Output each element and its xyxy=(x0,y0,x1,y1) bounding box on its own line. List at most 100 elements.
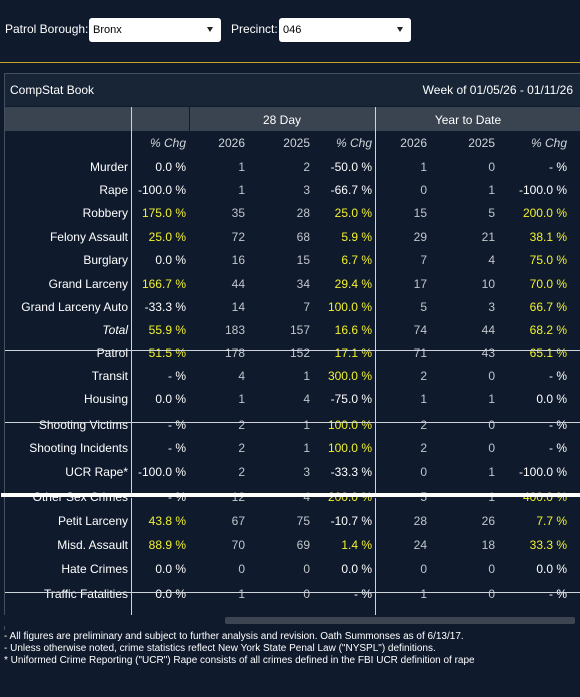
ytd-2025: 3 xyxy=(488,300,495,314)
value-2025: 0 xyxy=(303,562,310,576)
table-row: Grand Larceny Auto -33.3 % 14 7 100.0 % 5 3 66.… xyxy=(5,296,580,319)
value-2025: 0 xyxy=(303,587,310,601)
pct-chg-28-day: -66.7 % xyxy=(330,183,372,197)
pct-chg-28-day-prior: 166.7 % xyxy=(141,277,186,291)
ytd-2026: 71 xyxy=(413,346,427,360)
table-row: Robbery 175.0 % 35 28 25.0 % 15 5 200.0 % xyxy=(5,202,580,225)
group-year-to-date: Year to Date xyxy=(434,113,502,127)
pct-chg-28-day: -50.0 % xyxy=(330,160,372,174)
table-row: UCR Rape* -100.0 % 2 3 -33.3 % 0 1 -100.0 % xyxy=(5,461,580,484)
pct-chg-28-day-prior: 55.9 % xyxy=(148,323,186,337)
value-2026: 35 xyxy=(231,206,245,220)
ytd-2025: 5 xyxy=(488,206,495,220)
ytd-2025: 1 xyxy=(488,183,495,197)
pct-chg-28-day: -75.0 % xyxy=(330,392,372,406)
pct-chg-ytd: 33.3 % xyxy=(529,538,567,552)
table-row: Grand Larceny 166.7 % 44 34 29.4 % 17 10 70.0 % xyxy=(5,273,580,296)
section-divider xyxy=(1,493,580,497)
patrol-borough-select[interactable]: Bronx xyxy=(89,18,221,42)
value-2026: 2 xyxy=(238,465,245,479)
pct-chg-28-day-prior: -100.0 % xyxy=(137,183,186,197)
group-divider xyxy=(189,107,190,131)
row-label: Transit xyxy=(91,369,128,383)
value-2026: 183 xyxy=(224,323,245,337)
value-2026: 1 xyxy=(238,160,245,174)
pct-chg-ytd: 7.7 % xyxy=(536,514,567,528)
ytd-2025: 1 xyxy=(488,490,495,504)
row-label: Shooting Incidents xyxy=(29,441,128,455)
col-header-pct-chg: % Chg xyxy=(530,136,567,150)
footnotes: - All figures are preliminary and subjec… xyxy=(4,631,580,667)
pct-chg-28-day-prior: - % xyxy=(168,369,186,383)
column-group-header: 28 Day Year to Date xyxy=(5,107,580,131)
value-2025: 34 xyxy=(296,277,310,291)
column-divider xyxy=(375,498,376,615)
patrol-borough-label: Patrol Borough: xyxy=(5,22,89,36)
value-2026: 16 xyxy=(231,253,245,267)
pct-chg-28-day-prior: 88.9 % xyxy=(148,538,186,552)
ytd-2026: 1 xyxy=(420,392,427,406)
ytd-2025: 43 xyxy=(481,346,495,360)
ytd-2026: 5 xyxy=(420,300,427,314)
ytd-2025: 18 xyxy=(481,538,495,552)
ytd-2026: 1 xyxy=(420,587,427,601)
pct-chg-ytd: - % xyxy=(549,441,567,455)
chevron-down-icon xyxy=(397,27,403,32)
table-row: Misd. Assault 88.9 % 70 69 1.4 % 24 18 33.3 % xyxy=(5,534,580,557)
pct-chg-28-day-prior: 0.0 % xyxy=(155,587,186,601)
pct-chg-ytd: - % xyxy=(549,160,567,174)
ytd-2025: 0 xyxy=(488,160,495,174)
ytd-2026: 2 xyxy=(420,369,427,383)
value-2026: 4 xyxy=(238,369,245,383)
value-2026: 1 xyxy=(238,587,245,601)
value-2025: 7 xyxy=(303,300,310,314)
precinct-label: Precinct: xyxy=(231,22,278,36)
table-row: Patrol 51.5 % 178 152 17.1 % 71 43 65.1 % xyxy=(5,342,580,365)
chevron-down-icon xyxy=(207,27,213,32)
value-2025: 68 xyxy=(296,230,310,244)
pct-chg-28-day: -33.3 % xyxy=(330,465,372,479)
row-label: Shooting Victims xyxy=(38,418,128,432)
pct-chg-28-day: 0.0 % xyxy=(341,562,372,576)
col-header-2026: 2026 xyxy=(218,136,245,150)
column-divider xyxy=(375,107,376,494)
pct-chg-28-day: 1.4 % xyxy=(341,538,372,552)
table-row: Housing 0.0 % 1 4 -75.0 % 1 1 0.0 % xyxy=(5,388,580,411)
row-label: Grand Larceny Auto xyxy=(21,300,128,314)
row-label: Patrol xyxy=(96,346,128,360)
pct-chg-ytd: 75.0 % xyxy=(529,253,567,267)
row-label: Murder xyxy=(89,160,128,174)
section-divider xyxy=(5,592,580,593)
table-row: Total 55.9 % 183 157 16.6 % 74 44 68.2 % xyxy=(5,319,580,342)
ytd-2025: 21 xyxy=(481,230,495,244)
ytd-2026: 17 xyxy=(413,277,427,291)
row-label: Burglary xyxy=(83,253,128,267)
section-divider xyxy=(5,350,580,351)
value-2026: 2 xyxy=(238,418,245,432)
ytd-2026: 0 xyxy=(420,183,427,197)
ytd-2025: 44 xyxy=(481,323,495,337)
value-2025: 152 xyxy=(289,346,310,360)
pct-chg-28-day: 16.6 % xyxy=(334,323,372,337)
scrollbar-thumb[interactable] xyxy=(225,617,575,624)
row-label: Hate Crimes xyxy=(61,562,128,576)
pct-chg-ytd: - % xyxy=(549,369,567,383)
pct-chg-ytd: - % xyxy=(549,587,567,601)
horizontal-scrollbar[interactable] xyxy=(0,615,580,626)
panel-title: CompStat Book xyxy=(10,83,95,97)
ytd-2026: 7 xyxy=(420,253,427,267)
precinct-select[interactable]: 046 xyxy=(279,18,411,42)
value-2025: 69 xyxy=(296,538,310,552)
value-2026: 178 xyxy=(224,346,245,360)
ytd-2025: 10 xyxy=(481,277,495,291)
value-2025: 1 xyxy=(303,369,310,383)
pct-chg-ytd: 65.1 % xyxy=(529,346,567,360)
ytd-2026: 74 xyxy=(413,323,427,337)
ytd-2025: 1 xyxy=(488,465,495,479)
pct-chg-28-day: 300.0 % xyxy=(327,369,372,383)
pct-chg-28-day: - % xyxy=(354,587,372,601)
ytd-2025: 0 xyxy=(488,441,495,455)
row-label: Felony Assault xyxy=(49,230,128,244)
column-divider xyxy=(131,107,132,494)
column-divider xyxy=(131,498,132,615)
